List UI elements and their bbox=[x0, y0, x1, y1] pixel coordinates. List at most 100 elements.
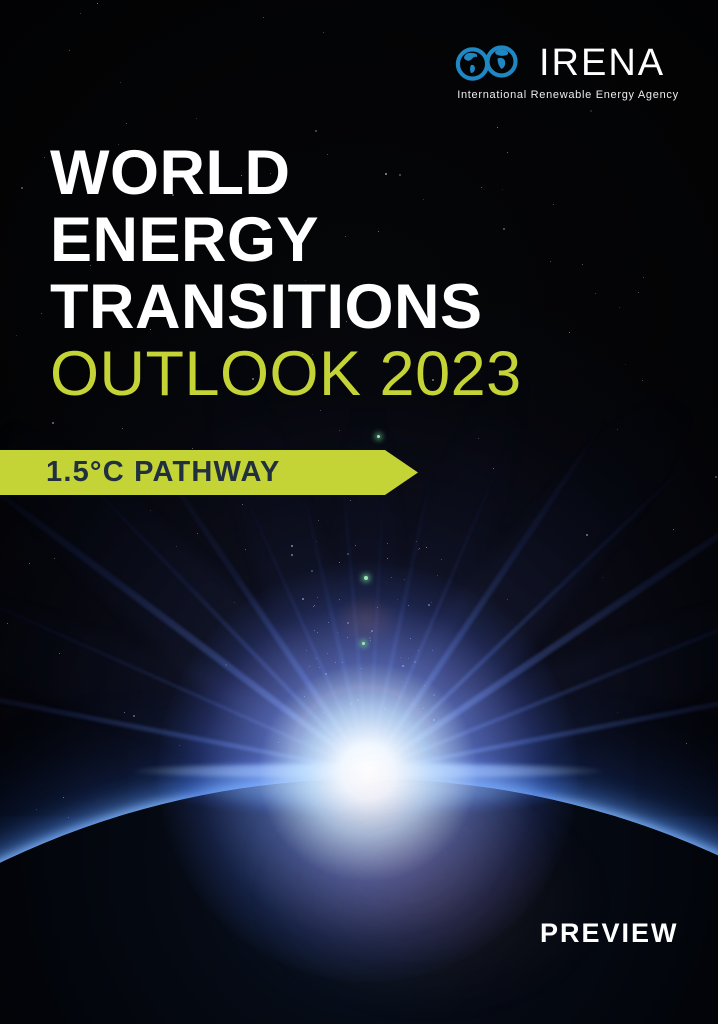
star bbox=[15, 335, 17, 337]
star bbox=[341, 662, 343, 664]
star bbox=[411, 697, 413, 699]
star bbox=[359, 580, 361, 582]
star bbox=[375, 727, 377, 729]
star bbox=[352, 762, 354, 764]
star bbox=[311, 766, 313, 768]
star bbox=[357, 699, 360, 702]
star bbox=[334, 661, 336, 663]
star bbox=[432, 650, 434, 652]
star bbox=[595, 292, 597, 294]
star bbox=[346, 622, 349, 625]
star bbox=[493, 468, 495, 470]
star bbox=[369, 637, 372, 640]
light-ray bbox=[0, 456, 371, 775]
star bbox=[79, 13, 81, 15]
star bbox=[418, 548, 420, 550]
star bbox=[409, 638, 411, 639]
star bbox=[20, 186, 23, 189]
star bbox=[401, 665, 404, 668]
star bbox=[262, 16, 264, 18]
star bbox=[378, 764, 381, 767]
star bbox=[433, 718, 436, 721]
star bbox=[29, 562, 31, 564]
irena-subtitle: International Renewable Energy Agency bbox=[457, 89, 679, 101]
light-ray bbox=[366, 462, 386, 773]
star bbox=[616, 429, 618, 431]
star bbox=[317, 597, 319, 599]
star bbox=[315, 540, 317, 542]
light-beam bbox=[335, 346, 552, 784]
light-ray bbox=[0, 662, 369, 775]
irena-logo-row: IRENA bbox=[452, 40, 684, 86]
lens-flare-ring bbox=[289, 685, 439, 835]
star bbox=[308, 666, 310, 668]
star bbox=[418, 650, 420, 652]
star bbox=[179, 745, 181, 747]
star bbox=[386, 557, 388, 559]
star bbox=[355, 544, 357, 546]
star bbox=[327, 740, 329, 742]
star bbox=[423, 685, 425, 687]
star bbox=[416, 541, 418, 543]
star bbox=[350, 500, 352, 502]
title-line-energy: ENERGY bbox=[50, 205, 320, 275]
globe-infinity-icon bbox=[455, 45, 518, 81]
star bbox=[506, 598, 508, 600]
star bbox=[384, 735, 385, 737]
star bbox=[407, 658, 409, 660]
star bbox=[314, 630, 316, 632]
star bbox=[245, 548, 247, 550]
star bbox=[437, 574, 439, 576]
star bbox=[404, 578, 406, 580]
star bbox=[197, 532, 199, 534]
star bbox=[324, 763, 326, 765]
star bbox=[423, 707, 425, 709]
star bbox=[478, 437, 480, 439]
star bbox=[315, 716, 317, 718]
star bbox=[346, 637, 348, 639]
lens-sparkle-dot bbox=[362, 642, 365, 645]
star bbox=[303, 695, 305, 697]
light-beam bbox=[338, 392, 398, 772]
star bbox=[400, 766, 402, 768]
star bbox=[376, 606, 378, 608]
light-ray bbox=[366, 467, 718, 775]
star bbox=[176, 545, 178, 547]
star bbox=[313, 606, 315, 608]
light-ray bbox=[366, 770, 567, 928]
star bbox=[224, 664, 227, 667]
star bbox=[399, 656, 401, 658]
star bbox=[370, 629, 373, 632]
star bbox=[191, 448, 193, 450]
star bbox=[120, 82, 122, 84]
star bbox=[714, 475, 717, 478]
light-ray bbox=[166, 770, 370, 925]
star bbox=[412, 704, 414, 706]
star bbox=[394, 680, 396, 682]
star bbox=[133, 715, 136, 718]
star bbox=[315, 711, 317, 713]
light-ray bbox=[367, 770, 578, 826]
lens-sparkle-dot bbox=[377, 435, 380, 438]
pathway-banner: 1.5°C PATHWAY bbox=[0, 450, 418, 495]
star bbox=[318, 666, 320, 668]
star bbox=[96, 3, 98, 5]
star bbox=[346, 552, 349, 555]
star bbox=[59, 652, 61, 654]
light-beam bbox=[0, 549, 382, 810]
light-ray bbox=[232, 469, 370, 773]
star bbox=[433, 694, 436, 697]
light-beam bbox=[354, 549, 718, 810]
title-line-world: WORLD bbox=[50, 138, 291, 208]
earth-horizon bbox=[0, 779, 718, 1024]
star bbox=[370, 640, 372, 642]
title-line-transitions: TRANSITIONS bbox=[50, 272, 483, 342]
title-line-outlook-2023: OUTLOOK 2023 bbox=[50, 339, 522, 409]
star bbox=[391, 577, 393, 579]
star bbox=[383, 707, 386, 710]
star bbox=[398, 696, 400, 698]
horizon-light-streak bbox=[128, 764, 608, 778]
star bbox=[441, 558, 443, 560]
light-ray bbox=[147, 446, 371, 774]
